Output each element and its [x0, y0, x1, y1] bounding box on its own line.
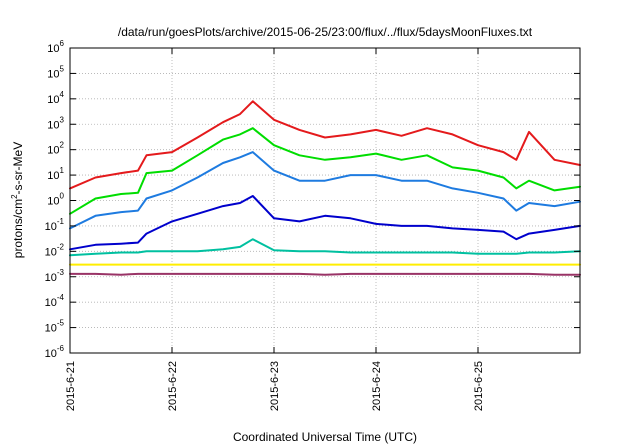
flux-series-2 [69, 127, 581, 215]
y-tick-exponent: -5 [57, 319, 65, 328]
y-tick-exponent: -3 [57, 268, 65, 277]
x-tick-label: 2015-6-22 [167, 361, 179, 411]
y-tick-base: 10 [47, 68, 59, 80]
y-tick-label: 101 [47, 166, 64, 182]
x-tick-label: 2015-6-24 [371, 361, 383, 411]
y-tick-exponent: -6 [57, 344, 65, 353]
grid-layer [70, 48, 580, 353]
flux-series-7 [69, 272, 581, 276]
y-tick-base: 10 [47, 119, 59, 131]
y-tick-label: 106 [47, 39, 64, 55]
y-tick-exponent: 0 [60, 192, 65, 201]
y-tick-label: 10-1 [45, 217, 65, 233]
chart-title: /data/run/goesPlots/archive/2015-06-25/2… [118, 25, 533, 39]
y-tick-base: 10 [47, 196, 59, 208]
y-axis-label-main: protons/cm [11, 199, 25, 258]
x-tick-label: 2015-6-25 [473, 361, 485, 411]
y-tick-base: 10 [45, 272, 57, 284]
flux-series-3 [69, 151, 581, 230]
y-tick-base: 10 [45, 297, 57, 309]
y-tick-label: 104 [47, 90, 64, 106]
y-tick-exponent: 6 [60, 39, 65, 48]
flux-series-4 [69, 195, 581, 251]
y-tick-label: 105 [47, 64, 64, 80]
y-axis-label-rest: -s-sr-MeV [11, 142, 25, 195]
y-tick-label: 103 [47, 115, 64, 131]
y-tick-label: 10-6 [45, 344, 65, 360]
y-tick-base: 10 [47, 170, 59, 182]
y-tick-base: 10 [45, 246, 57, 258]
y-tick-base: 10 [47, 94, 59, 106]
y-tick-label: 102 [47, 141, 64, 157]
y-tick-base: 10 [47, 43, 59, 55]
flux-series-1 [69, 100, 581, 190]
y-tick-exponent: 2 [60, 141, 65, 150]
y-tick-exponent: 3 [60, 115, 65, 124]
y-tick-exponent: 4 [60, 90, 65, 99]
x-tick-label: 2015-6-21 [65, 361, 77, 411]
y-tick-label: 100 [47, 192, 64, 208]
series-layer [69, 100, 581, 276]
y-axis-ticks: 10-610-510-410-310-210-11001011021031041… [45, 39, 580, 360]
x-axis-label: Coordinated Universal Time (UTC) [233, 430, 417, 444]
y-tick-label: 10-2 [45, 242, 65, 258]
y-tick-exponent: -1 [57, 217, 65, 226]
y-tick-exponent: 1 [60, 166, 65, 175]
x-axis-ticks: 2015-6-21 2015-6-22 2015-6-23 2015-6-24 2015… [65, 48, 485, 411]
y-tick-label: 10-5 [45, 319, 65, 335]
y-axis-label: protons/cm2-s-sr-MeV [10, 142, 25, 258]
y-tick-exponent: -2 [57, 242, 65, 251]
y-tick-base: 10 [45, 348, 57, 360]
flux-series-5 [69, 238, 581, 257]
y-tick-exponent: -4 [57, 293, 65, 302]
y-tick-exponent: 5 [60, 64, 65, 73]
x-tick-label: 2015-6-23 [269, 361, 281, 411]
y-tick-base: 10 [45, 221, 57, 233]
y-axis-label-superscript: 2 [10, 194, 19, 199]
y-tick-base: 10 [47, 145, 59, 157]
y-tick-label: 10-4 [45, 293, 65, 309]
y-tick-label: 10-3 [45, 268, 65, 284]
y-tick-base: 10 [45, 323, 57, 335]
